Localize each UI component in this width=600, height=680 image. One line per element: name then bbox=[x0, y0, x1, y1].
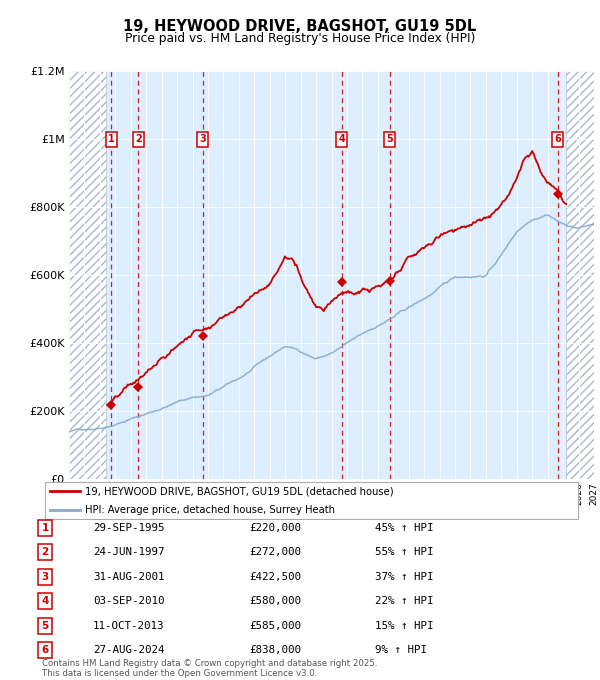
Text: 27-AUG-2024: 27-AUG-2024 bbox=[93, 645, 164, 655]
Text: 4: 4 bbox=[338, 135, 345, 144]
Text: 5: 5 bbox=[41, 621, 49, 630]
Text: Price paid vs. HM Land Registry's House Price Index (HPI): Price paid vs. HM Land Registry's House … bbox=[125, 32, 475, 45]
Text: 3: 3 bbox=[41, 572, 49, 581]
Text: 5: 5 bbox=[386, 135, 393, 144]
Text: 9% ↑ HPI: 9% ↑ HPI bbox=[375, 645, 427, 655]
Text: 2: 2 bbox=[41, 547, 49, 557]
Text: 1: 1 bbox=[108, 135, 115, 144]
Text: 24-JUN-1997: 24-JUN-1997 bbox=[93, 547, 164, 557]
Text: 15% ↑ HPI: 15% ↑ HPI bbox=[375, 621, 433, 630]
FancyBboxPatch shape bbox=[45, 482, 578, 519]
Text: 31-AUG-2001: 31-AUG-2001 bbox=[93, 572, 164, 581]
Bar bbox=[566, 71, 594, 479]
Text: 3: 3 bbox=[199, 135, 206, 144]
Text: 29-SEP-1995: 29-SEP-1995 bbox=[93, 523, 164, 532]
Text: 55% ↑ HPI: 55% ↑ HPI bbox=[375, 547, 433, 557]
Text: £580,000: £580,000 bbox=[249, 596, 301, 606]
Text: £422,500: £422,500 bbox=[249, 572, 301, 581]
Text: Contains HM Land Registry data © Crown copyright and database right 2025.
This d: Contains HM Land Registry data © Crown c… bbox=[42, 658, 377, 678]
Text: £220,000: £220,000 bbox=[249, 523, 301, 532]
Text: 22% ↑ HPI: 22% ↑ HPI bbox=[375, 596, 433, 606]
Text: 37% ↑ HPI: 37% ↑ HPI bbox=[375, 572, 433, 581]
Text: 2: 2 bbox=[135, 135, 142, 144]
Bar bbox=[69, 71, 106, 479]
Text: 03-SEP-2010: 03-SEP-2010 bbox=[93, 596, 164, 606]
Text: £272,000: £272,000 bbox=[249, 547, 301, 557]
Text: 6: 6 bbox=[41, 645, 49, 655]
Text: 45% ↑ HPI: 45% ↑ HPI bbox=[375, 523, 433, 532]
Text: 19, HEYWOOD DRIVE, BAGSHOT, GU19 5DL (detached house): 19, HEYWOOD DRIVE, BAGSHOT, GU19 5DL (de… bbox=[85, 486, 394, 496]
Text: £838,000: £838,000 bbox=[249, 645, 301, 655]
Text: 11-OCT-2013: 11-OCT-2013 bbox=[93, 621, 164, 630]
Text: 4: 4 bbox=[41, 596, 49, 606]
Text: 19, HEYWOOD DRIVE, BAGSHOT, GU19 5DL: 19, HEYWOOD DRIVE, BAGSHOT, GU19 5DL bbox=[124, 19, 476, 34]
Text: 1: 1 bbox=[41, 523, 49, 532]
Text: £585,000: £585,000 bbox=[249, 621, 301, 630]
Text: 6: 6 bbox=[554, 135, 561, 144]
Text: HPI: Average price, detached house, Surrey Heath: HPI: Average price, detached house, Surr… bbox=[85, 505, 335, 515]
